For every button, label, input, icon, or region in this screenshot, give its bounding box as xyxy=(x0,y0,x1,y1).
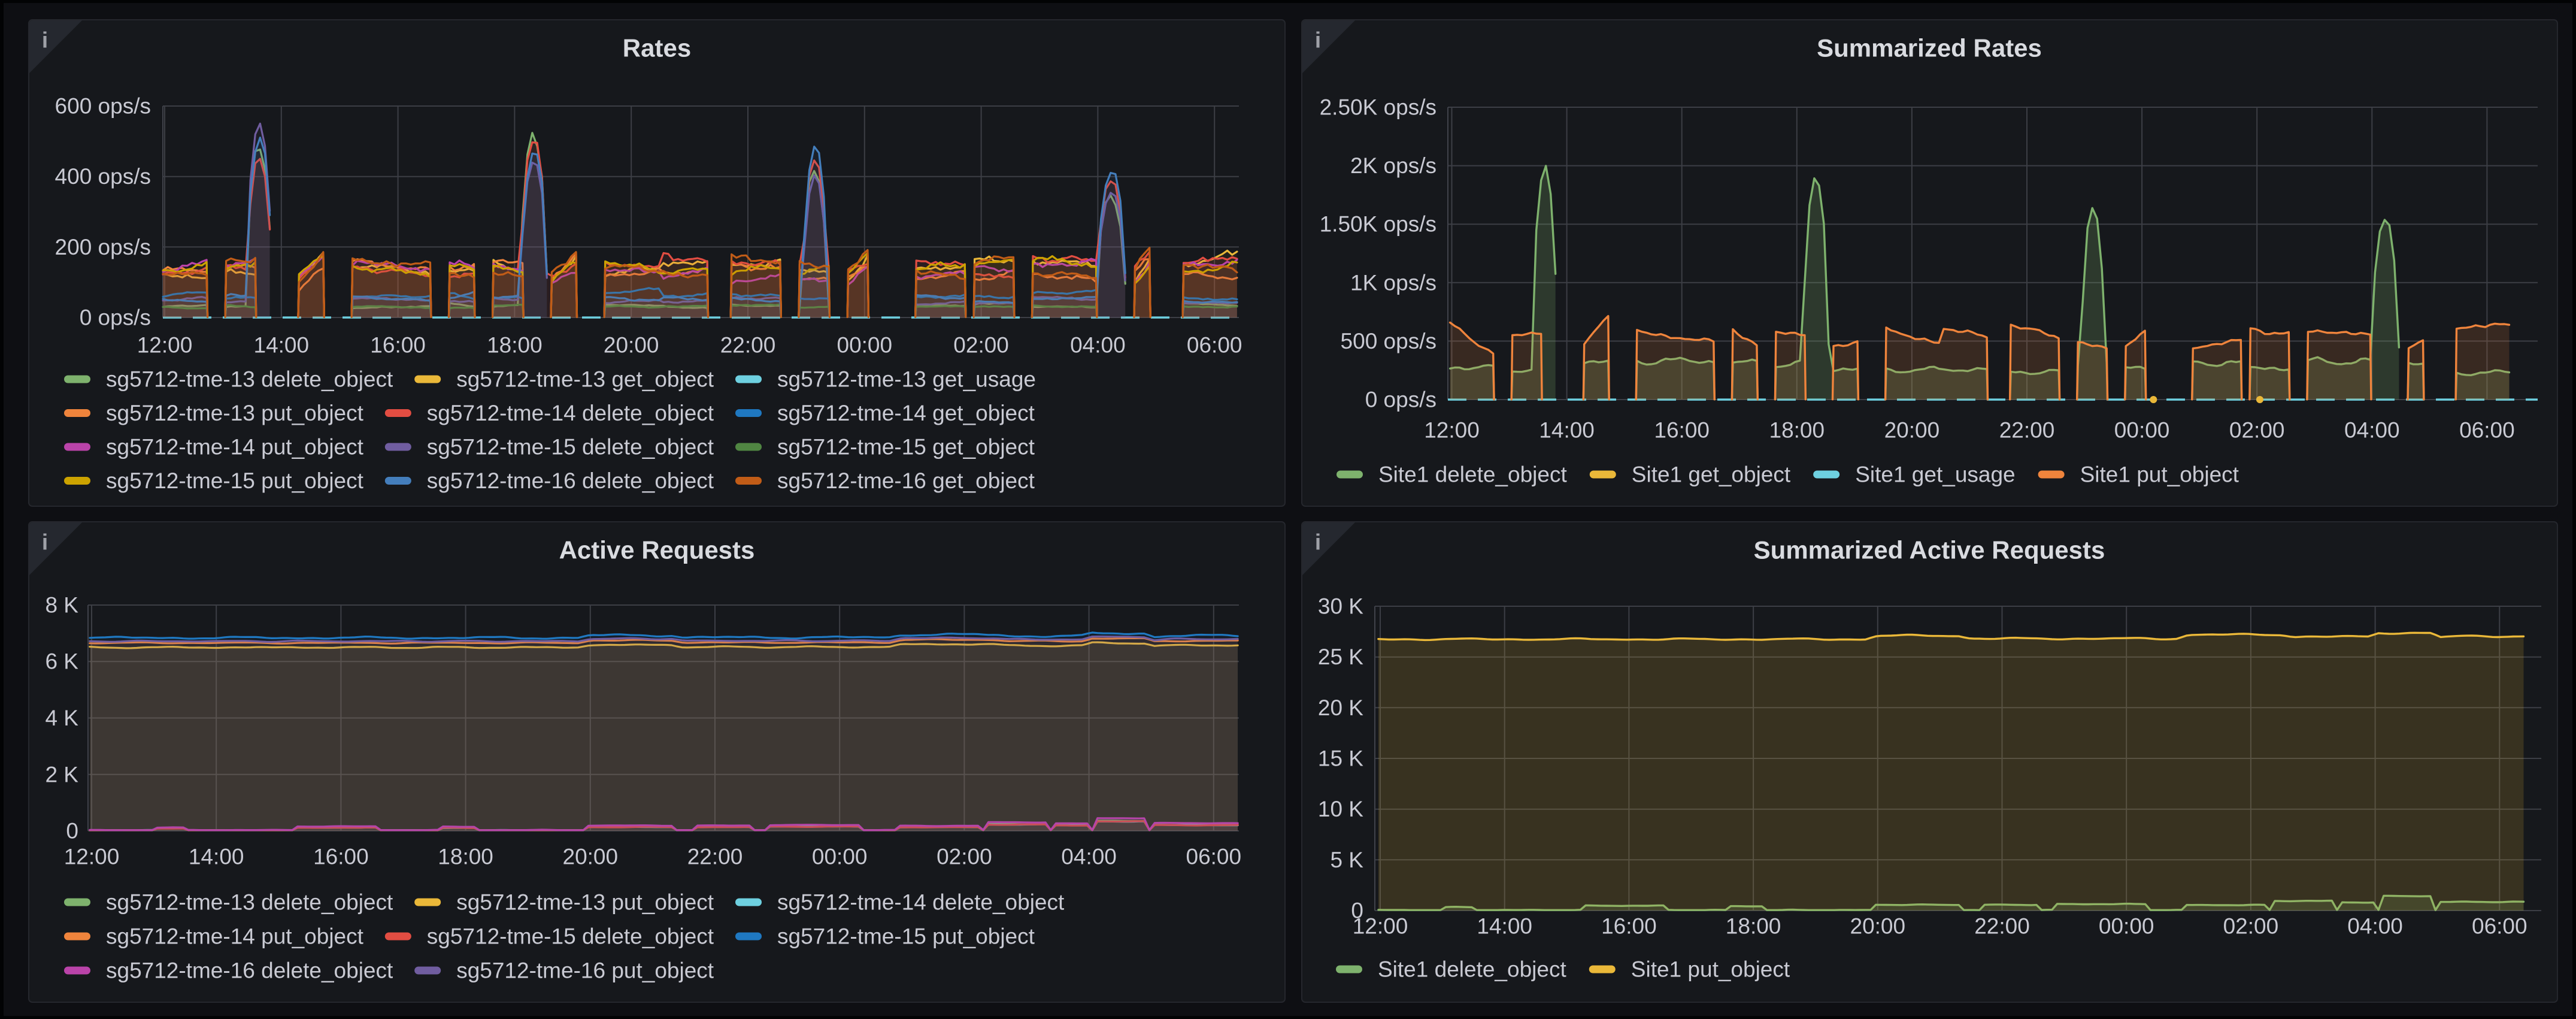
svg-text:00:00: 00:00 xyxy=(812,845,868,869)
svg-text:18:00: 18:00 xyxy=(1726,914,1781,939)
svg-text:Summarized Rates: Summarized Rates xyxy=(1817,34,2042,62)
svg-text:02:00: 02:00 xyxy=(937,845,992,869)
svg-text:Rates: Rates xyxy=(623,34,691,62)
svg-text:sg5712-tme-13 delete_object: sg5712-tme-13 delete_object xyxy=(106,890,393,915)
svg-text:sg5712-tme-16 delete_object: sg5712-tme-16 delete_object xyxy=(106,958,393,983)
svg-text:20:00: 20:00 xyxy=(1850,914,1906,939)
svg-text:20 K: 20 K xyxy=(1318,696,1363,720)
svg-text:25 K: 25 K xyxy=(1318,645,1363,669)
svg-text:i: i xyxy=(1315,530,1321,555)
svg-text:14:00: 14:00 xyxy=(1539,418,1595,443)
svg-text:20:00: 20:00 xyxy=(1884,418,1940,443)
svg-text:sg5712-tme-15 get_object: sg5712-tme-15 get_object xyxy=(777,435,1035,459)
svg-text:22:00: 22:00 xyxy=(720,333,776,358)
svg-text:06:00: 06:00 xyxy=(1186,845,1242,869)
svg-text:18:00: 18:00 xyxy=(1769,418,1825,443)
svg-text:12:00: 12:00 xyxy=(1353,914,1408,939)
svg-text:sg5712-tme-14 delete_object: sg5712-tme-14 delete_object xyxy=(777,890,1065,915)
svg-text:Site1 delete_object: Site1 delete_object xyxy=(1378,462,1567,487)
svg-text:0 ops/s: 0 ops/s xyxy=(80,306,151,330)
svg-text:Site1 put_object: Site1 put_object xyxy=(1631,957,1790,982)
svg-text:06:00: 06:00 xyxy=(1187,333,1242,358)
svg-text:04:00: 04:00 xyxy=(1061,845,1117,869)
svg-text:14:00: 14:00 xyxy=(1477,914,1532,939)
svg-text:12:00: 12:00 xyxy=(137,333,193,358)
svg-text:sg5712-tme-14 put_object: sg5712-tme-14 put_object xyxy=(106,924,364,949)
svg-text:00:00: 00:00 xyxy=(2099,914,2154,939)
svg-text:00:00: 00:00 xyxy=(2114,418,2170,443)
svg-text:02:00: 02:00 xyxy=(953,333,1009,358)
svg-text:20:00: 20:00 xyxy=(604,333,659,358)
svg-text:i: i xyxy=(42,530,48,555)
svg-text:0: 0 xyxy=(66,819,78,843)
svg-text:400 ops/s: 400 ops/s xyxy=(55,164,151,189)
svg-text:12:00: 12:00 xyxy=(64,845,120,869)
svg-text:sg5712-tme-15 put_object: sg5712-tme-15 put_object xyxy=(106,468,364,493)
svg-text:8 K: 8 K xyxy=(45,593,78,618)
svg-text:Active Requests: Active Requests xyxy=(559,536,755,564)
svg-text:20:00: 20:00 xyxy=(563,845,619,869)
svg-text:Summarized Active Requests: Summarized Active Requests xyxy=(1754,536,2105,564)
svg-text:sg5712-tme-14 get_object: sg5712-tme-14 get_object xyxy=(777,401,1035,425)
svg-text:22:00: 22:00 xyxy=(1999,418,2055,443)
svg-text:Site1 get_usage: Site1 get_usage xyxy=(1855,462,2015,487)
svg-text:15 K: 15 K xyxy=(1318,746,1363,771)
svg-text:sg5712-tme-15 delete_object: sg5712-tme-15 delete_object xyxy=(427,924,714,949)
svg-text:sg5712-tme-16 put_object: sg5712-tme-16 put_object xyxy=(456,958,714,983)
svg-text:sg5712-tme-16 delete_object: sg5712-tme-16 delete_object xyxy=(427,468,714,493)
svg-text:04:00: 04:00 xyxy=(2347,914,2403,939)
svg-text:10 K: 10 K xyxy=(1318,797,1363,821)
svg-text:sg5712-tme-15 put_object: sg5712-tme-15 put_object xyxy=(777,924,1035,949)
svg-text:Site1 delete_object: Site1 delete_object xyxy=(1378,957,1566,982)
svg-text:2 K: 2 K xyxy=(45,762,78,787)
svg-text:sg5712-tme-14 put_object: sg5712-tme-14 put_object xyxy=(106,435,364,459)
svg-text:04:00: 04:00 xyxy=(2344,418,2400,443)
svg-text:14:00: 14:00 xyxy=(189,845,244,869)
svg-text:12:00: 12:00 xyxy=(1424,418,1480,443)
svg-text:600 ops/s: 600 ops/s xyxy=(55,94,151,119)
svg-text:04:00: 04:00 xyxy=(1070,333,1126,358)
svg-text:sg5712-tme-14 delete_object: sg5712-tme-14 delete_object xyxy=(427,401,714,425)
svg-text:sg5712-tme-16 get_object: sg5712-tme-16 get_object xyxy=(777,468,1035,493)
svg-text:500 ops/s: 500 ops/s xyxy=(1341,329,1437,353)
svg-text:sg5712-tme-13 get_object: sg5712-tme-13 get_object xyxy=(456,367,714,392)
svg-text:22:00: 22:00 xyxy=(687,845,743,869)
svg-text:sg5712-tme-13 delete_object: sg5712-tme-13 delete_object xyxy=(106,367,393,392)
svg-text:Site1 get_object: Site1 get_object xyxy=(1632,462,1791,487)
svg-text:06:00: 06:00 xyxy=(2459,418,2515,443)
svg-text:02:00: 02:00 xyxy=(2229,418,2285,443)
svg-text:16:00: 16:00 xyxy=(1601,914,1657,939)
svg-text:14:00: 14:00 xyxy=(254,333,310,358)
svg-text:5 K: 5 K xyxy=(1330,848,1363,872)
svg-text:30 K: 30 K xyxy=(1318,594,1363,619)
svg-text:6 K: 6 K xyxy=(45,649,78,674)
svg-text:16:00: 16:00 xyxy=(313,845,369,869)
svg-text:1K ops/s: 1K ops/s xyxy=(1350,270,1437,295)
svg-text:sg5712-tme-13 put_object: sg5712-tme-13 put_object xyxy=(106,401,364,425)
svg-text:sg5712-tme-13 get_usage: sg5712-tme-13 get_usage xyxy=(777,367,1036,392)
svg-text:1.50K ops/s: 1.50K ops/s xyxy=(1320,212,1437,237)
svg-text:i: i xyxy=(42,28,48,53)
svg-text:18:00: 18:00 xyxy=(438,845,493,869)
svg-text:i: i xyxy=(1315,28,1321,53)
svg-text:18:00: 18:00 xyxy=(487,333,543,358)
svg-text:00:00: 00:00 xyxy=(837,333,893,358)
svg-text:0 ops/s: 0 ops/s xyxy=(1365,388,1437,412)
svg-text:16:00: 16:00 xyxy=(1654,418,1710,443)
svg-text:sg5712-tme-15 delete_object: sg5712-tme-15 delete_object xyxy=(427,435,714,459)
svg-text:4 K: 4 K xyxy=(45,706,78,730)
svg-text:16:00: 16:00 xyxy=(370,333,426,358)
svg-text:Site1 put_object: Site1 put_object xyxy=(2080,462,2239,487)
svg-text:22:00: 22:00 xyxy=(1974,914,2030,939)
svg-text:06:00: 06:00 xyxy=(2472,914,2527,939)
svg-text:2.50K ops/s: 2.50K ops/s xyxy=(1320,95,1437,120)
svg-text:02:00: 02:00 xyxy=(2223,914,2279,939)
svg-text:sg5712-tme-13 put_object: sg5712-tme-13 put_object xyxy=(456,890,714,915)
svg-text:2K ops/s: 2K ops/s xyxy=(1350,153,1437,178)
svg-text:200 ops/s: 200 ops/s xyxy=(55,235,151,259)
svg-text:0: 0 xyxy=(1351,899,1363,923)
